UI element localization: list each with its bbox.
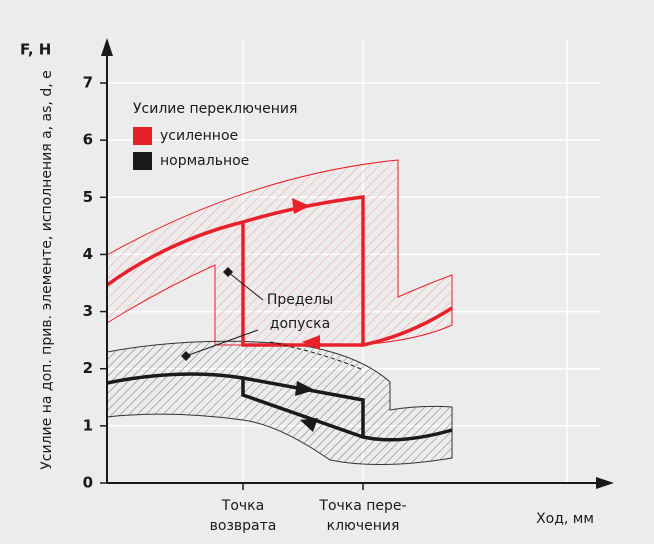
curve (241, 222, 363, 347)
leader-line (185, 329, 259, 357)
leader-marker (181, 351, 191, 361)
curve (241, 378, 364, 439)
arrow (292, 198, 310, 214)
x-point-label: Точка (221, 498, 264, 514)
arrow (295, 381, 315, 396)
y-tick-label: 3 (83, 302, 93, 320)
y-unit: F, H (20, 41, 51, 59)
y-tick-label: 2 (83, 359, 93, 377)
legend-swatch (133, 152, 152, 170)
y-tick-label: 0 (83, 474, 93, 492)
leader-marker (223, 267, 233, 277)
x-point-label: Точка пере- (318, 498, 406, 514)
legend-title: Усилие переключения (133, 101, 297, 117)
curve (105, 195, 453, 348)
y-tick-label: 7 (83, 74, 93, 92)
annotation: допуска (270, 316, 330, 332)
legend-swatch (133, 127, 152, 145)
tolerance-band (106, 159, 453, 346)
y-tick-label: 4 (83, 245, 93, 263)
y-tick-label: 5 (83, 188, 93, 206)
arrow (300, 418, 318, 432)
annotation: Пределы (267, 292, 333, 308)
x-point-label: ключения (327, 518, 400, 534)
axis-arrow (596, 477, 614, 489)
arrow (302, 335, 320, 350)
y-axis-label: Усилие на доп. прив. элементе, исполнени… (39, 70, 55, 469)
x-axis-label: Ход, мм (536, 511, 594, 527)
y-tick-label: 6 (83, 131, 93, 149)
x-point-label: возврата (210, 518, 277, 534)
legend-label: усиленное (160, 128, 238, 144)
tolerance-band (106, 340, 453, 466)
axis-arrow (101, 38, 113, 56)
legend: усиленное нормальное (133, 127, 249, 170)
y-tick-label: 1 (83, 416, 93, 434)
leader-line (227, 271, 264, 301)
legend-label: нормальное (160, 153, 249, 169)
